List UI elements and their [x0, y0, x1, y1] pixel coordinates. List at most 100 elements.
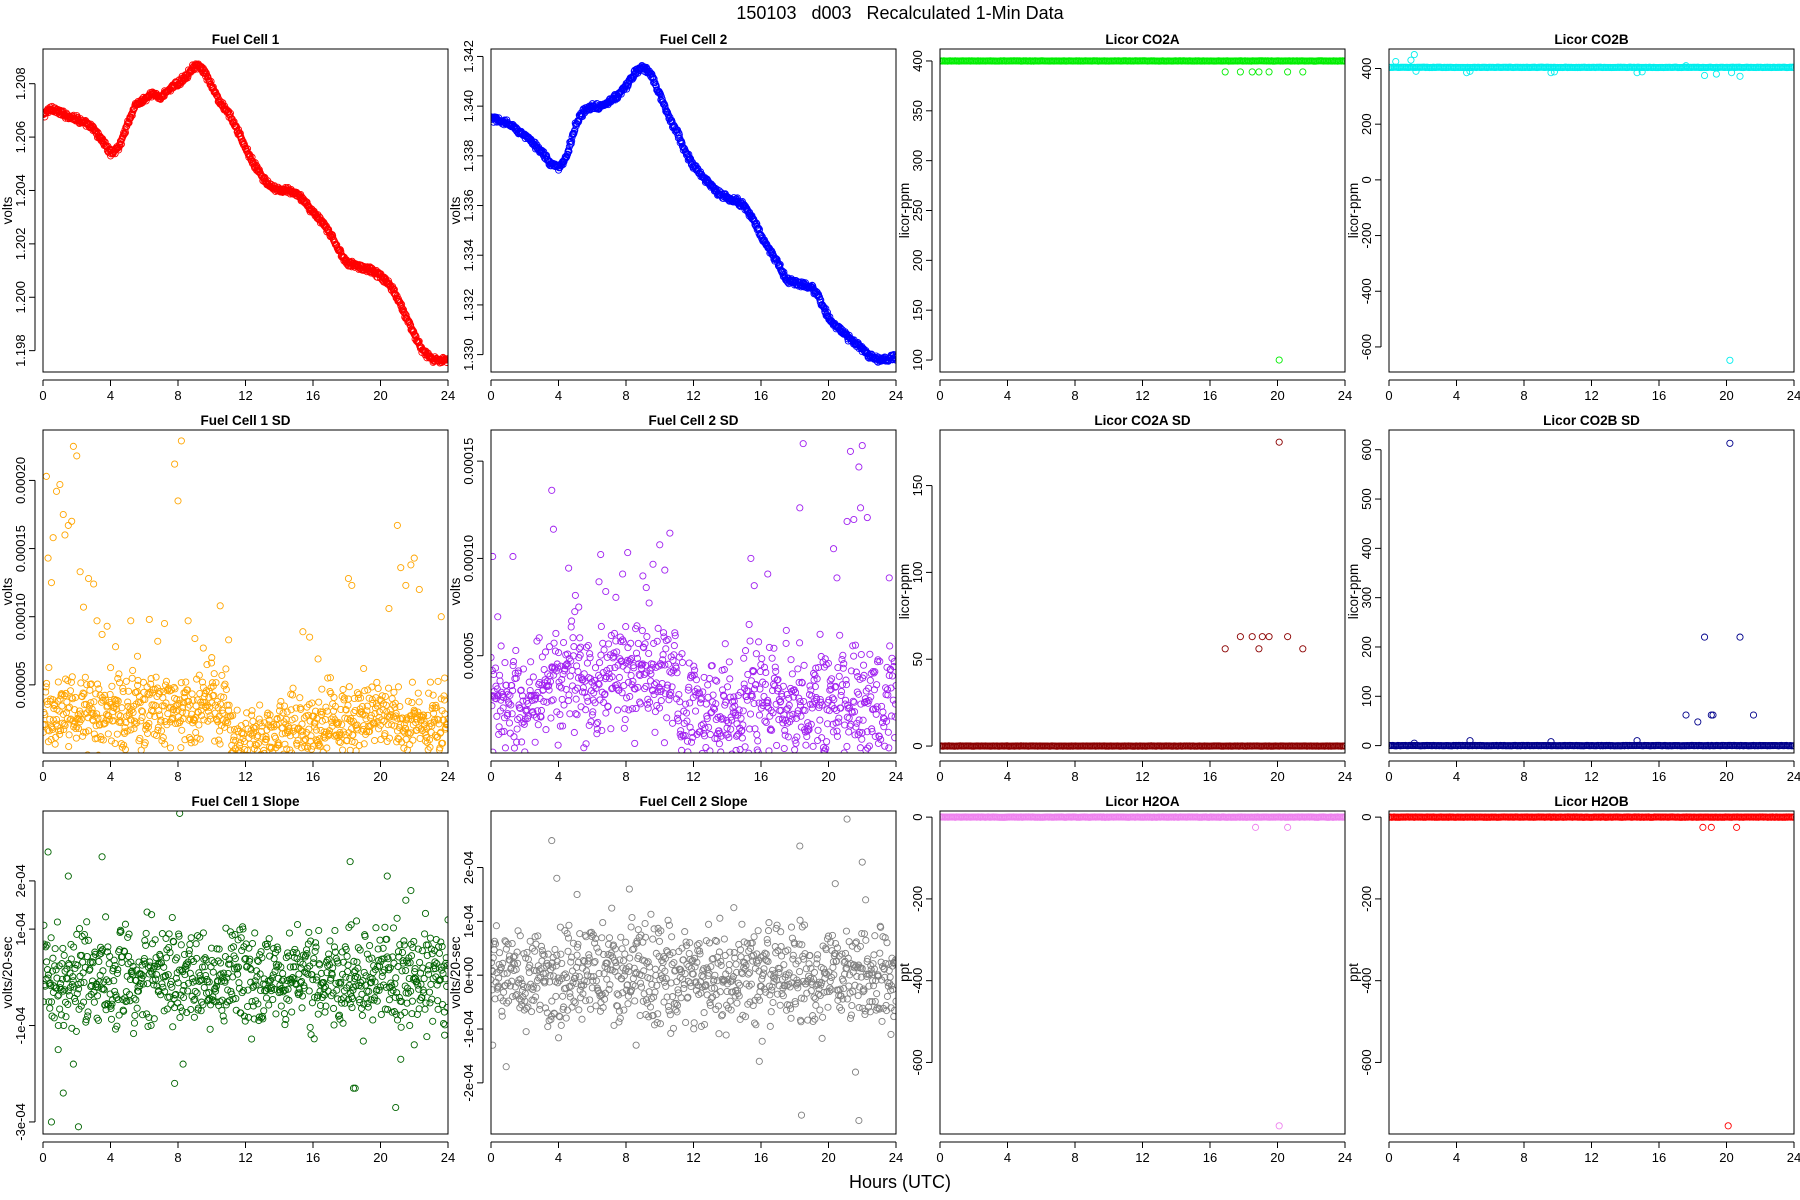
y-tick-label: -200 — [1359, 223, 1374, 249]
cluster-point — [512, 674, 520, 682]
cluster-point — [127, 716, 135, 724]
cluster-point — [847, 667, 855, 675]
cluster-point — [588, 711, 596, 719]
cluster-point — [43, 688, 50, 696]
data-point — [1299, 645, 1307, 653]
cluster-point — [706, 730, 714, 739]
data-point — [549, 525, 557, 533]
cluster-point — [597, 622, 605, 630]
cluster-point — [687, 738, 696, 746]
cluster-point — [830, 696, 838, 704]
cluster-point — [665, 696, 673, 704]
trace-point — [568, 137, 576, 145]
cluster-point — [823, 738, 831, 746]
cluster-point — [363, 707, 371, 715]
cluster-point — [881, 742, 889, 750]
cluster-point — [251, 740, 259, 749]
cluster-point — [668, 683, 676, 691]
data-point — [1284, 633, 1292, 641]
cluster-point — [882, 717, 891, 725]
cluster-point — [180, 698, 188, 707]
cluster-point — [809, 742, 817, 750]
y-axis-label: volts — [448, 577, 463, 605]
y-tick-label: 200 — [1359, 113, 1374, 135]
cluster-point — [45, 663, 53, 672]
cluster-point — [746, 710, 755, 718]
x-tick-label: 4 — [107, 388, 114, 403]
cluster-point — [867, 669, 875, 678]
cluster-point — [773, 676, 781, 684]
data-point — [68, 517, 76, 525]
cluster-point — [338, 692, 346, 700]
cluster-point — [615, 673, 623, 682]
data-point — [112, 643, 120, 651]
y-tick-label: 1.334 — [461, 239, 476, 272]
trace-point — [891, 353, 896, 362]
cluster-point — [717, 732, 725, 740]
cluster-point — [279, 709, 287, 717]
cluster-point — [88, 705, 96, 713]
cluster-point — [496, 677, 504, 685]
cluster-point — [771, 663, 779, 671]
data-point — [816, 630, 824, 638]
cluster-point — [519, 665, 527, 673]
data-point — [397, 564, 405, 572]
cluster-point — [705, 723, 713, 731]
cluster-point — [790, 693, 798, 701]
cluster-point — [886, 642, 894, 650]
cluster-point — [874, 739, 882, 747]
cluster-point — [740, 654, 748, 662]
cluster-point — [75, 724, 83, 732]
y-axis-label: volts — [448, 196, 463, 224]
cluster-point — [155, 706, 163, 715]
cluster-point — [605, 640, 613, 648]
cluster-point — [337, 705, 345, 714]
cluster-point — [554, 741, 562, 749]
cluster-point — [251, 724, 259, 732]
cluster-point — [121, 724, 129, 732]
cluster-point — [581, 688, 589, 697]
data-point — [1255, 645, 1263, 653]
cluster-point — [678, 746, 686, 753]
cluster-point — [289, 691, 297, 699]
data-point — [76, 568, 84, 576]
cluster-point — [526, 752, 531, 753]
data-point — [1638, 68, 1646, 76]
cluster-point — [280, 718, 288, 726]
cluster-point — [220, 682, 228, 690]
cluster-point — [230, 733, 238, 741]
cluster-point — [837, 687, 846, 696]
cluster-point — [785, 701, 793, 709]
cluster-point — [502, 681, 510, 689]
cluster-point — [311, 707, 320, 715]
cluster-point — [501, 659, 509, 667]
data-point — [843, 517, 851, 525]
cluster-point — [858, 729, 866, 737]
x-tick-label: 16 — [1652, 388, 1666, 403]
cluster-point — [565, 691, 573, 699]
cluster-point — [557, 684, 565, 692]
cluster-point — [47, 735, 55, 744]
cluster-point — [619, 638, 627, 646]
cluster-point — [550, 639, 558, 647]
cluster-point — [768, 726, 776, 734]
cluster-point — [836, 631, 844, 639]
cluster-point — [188, 690, 196, 698]
cluster-point — [739, 707, 747, 715]
cluster-point — [426, 743, 434, 751]
panel-fuel-cell-1-sd: Fuel Cell 1 SD 0 4 8 12 16 20 24 0.00005 0.00010 0… — [0, 412, 455, 784]
trace-point — [567, 140, 575, 148]
data-point — [299, 628, 307, 636]
data-point — [1236, 633, 1244, 641]
cluster-point — [731, 702, 739, 710]
cluster-point — [607, 725, 615, 733]
cluster-point — [414, 689, 422, 697]
cluster-point — [617, 637, 625, 645]
cluster-point — [620, 681, 628, 690]
cluster-point — [798, 679, 806, 687]
cluster-point — [546, 678, 555, 686]
cluster-point — [577, 643, 585, 651]
x-tick-label: 20 — [821, 769, 835, 784]
figure-title: 150103 d003 Recalculated 1-Min Data — [736, 3, 1064, 23]
